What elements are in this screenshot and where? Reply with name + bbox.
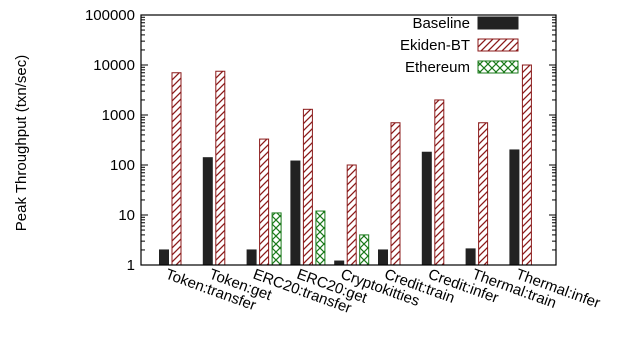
- plot-frame: [140, 14, 557, 266]
- bars: [159, 64, 532, 266]
- bar-baseline: [378, 249, 388, 266]
- bar-baseline: [421, 151, 432, 266]
- y-tick-label: 1: [127, 257, 135, 274]
- bar-ekiden-bt: [215, 70, 226, 266]
- bar-ekiden-bt: [390, 122, 401, 266]
- bar-baseline: [290, 160, 301, 266]
- bar-baseline: [202, 157, 213, 266]
- legend-label: Ethereum: [405, 59, 470, 76]
- bar-baseline: [159, 249, 169, 266]
- legend-swatch: [477, 60, 519, 74]
- y-axis-ticks: 1 10 100 1000 10000 100000: [85, 7, 556, 274]
- y-axis-label: Peak Throughput (txn/sec): [13, 55, 30, 231]
- bar-ekiden-bt: [171, 72, 182, 266]
- bar-baseline: [465, 248, 476, 266]
- y-tick-label: 100000: [85, 7, 135, 24]
- bar-ethereum: [271, 212, 282, 266]
- bar-ekiden-bt: [302, 108, 313, 266]
- legend-label: Baseline: [412, 15, 470, 32]
- bar-ekiden-bt: [259, 138, 270, 266]
- bar-ekiden-bt: [346, 164, 357, 266]
- bar-baseline: [246, 249, 257, 266]
- bar-baseline: [509, 149, 520, 266]
- legend-swatch: [477, 38, 519, 52]
- bar-ekiden-bt: [478, 122, 489, 266]
- y-tick-label: 10000: [93, 57, 135, 74]
- x-axis-tick-labels: Token:transferToken:getERC20:transferERC…: [163, 266, 602, 317]
- legend: Baseline Ekiden-BT Ethereum: [400, 15, 519, 76]
- legend-label: Ekiden-BT: [400, 37, 470, 54]
- bar-ethereum: [359, 234, 370, 266]
- legend-swatch: [477, 16, 519, 30]
- bar-ethereum: [315, 210, 326, 266]
- bar-ekiden-bt: [521, 64, 532, 266]
- y-tick-label: 100: [110, 157, 135, 174]
- y-tick-label: 1000: [102, 107, 135, 124]
- bar-ekiden-bt: [434, 99, 445, 266]
- y-tick-label: 10: [118, 207, 135, 224]
